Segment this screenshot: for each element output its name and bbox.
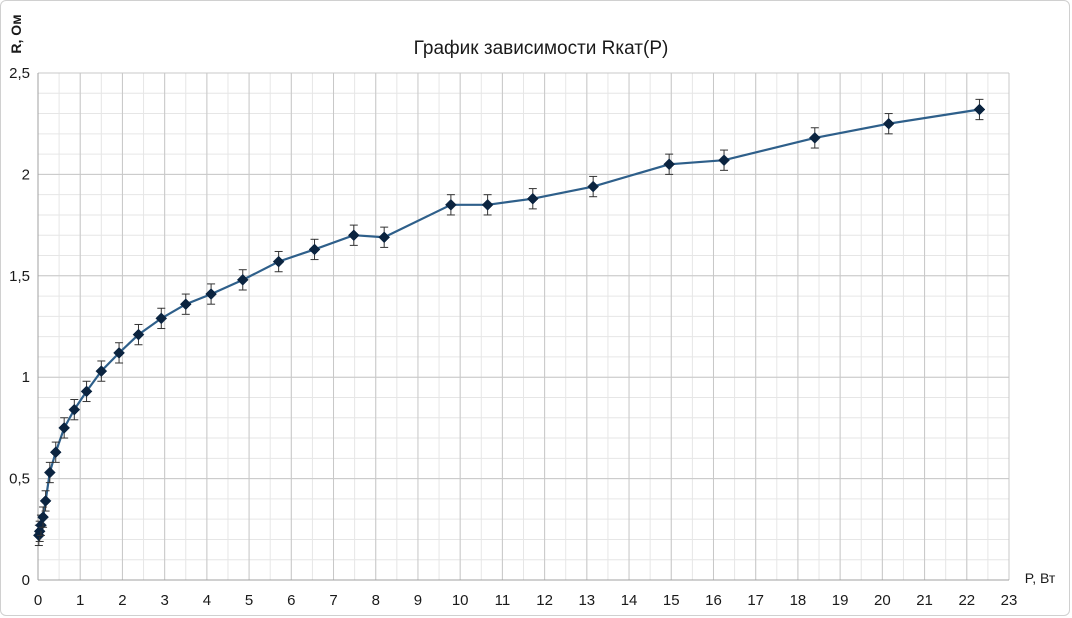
data-point — [37, 511, 49, 523]
data-point — [347, 229, 360, 242]
data-point — [113, 347, 125, 359]
data-point — [718, 154, 730, 167]
data-point — [236, 274, 249, 286]
data-point — [68, 403, 81, 416]
data-point — [308, 243, 321, 256]
x-tick-label: 2 — [118, 592, 126, 609]
series-line — [37, 108, 980, 536]
y-axis-label: R, Ом — [8, 14, 24, 53]
x-tick-label: 19 — [832, 592, 849, 609]
x-tick-label: 18 — [790, 592, 807, 609]
x-tick-label: 21 — [916, 592, 933, 609]
x-tick-label: 8 — [372, 592, 380, 609]
minor-grid — [38, 73, 1009, 580]
chart-title: График зависимости Rкат(P) — [414, 38, 669, 59]
x-tick-label: 5 — [245, 592, 253, 609]
x-axis-label: P, Вт — [1025, 570, 1056, 586]
x-tick-label: 20 — [874, 592, 891, 609]
data-point — [58, 422, 71, 434]
data-point — [43, 466, 56, 479]
y-tick-label: 2 — [22, 166, 30, 183]
x-tick-label: 14 — [621, 592, 638, 609]
data-point — [35, 519, 47, 532]
y-tick-label: 1 — [22, 369, 30, 386]
data-point — [272, 255, 285, 268]
x-tick-labels: 0 1 2 3 4 5 6 7 8 9 10 11 12 13 14 15 16 17 18 19 20 21 22 23 — [34, 592, 1018, 609]
y-tick-labels: 0 0,5 1 1,5 2 2,5 — [9, 65, 30, 589]
data-point — [882, 117, 895, 130]
data-point — [155, 312, 168, 325]
y-tick-label: 0,5 — [9, 471, 30, 488]
axes — [37, 73, 1009, 581]
x-tick-label: 10 — [452, 592, 469, 609]
data-point — [973, 103, 986, 116]
data-point — [445, 198, 457, 211]
y-tick-label: 0 — [22, 572, 30, 589]
data-point — [49, 446, 62, 459]
x-tick-label: 4 — [203, 592, 211, 609]
x-tick-label: 0 — [34, 592, 42, 609]
data-point — [481, 198, 494, 211]
data-point — [808, 132, 821, 144]
data-point — [663, 158, 676, 171]
x-tick-label: 6 — [287, 592, 295, 609]
data-point — [179, 298, 192, 311]
x-tick-label: 17 — [747, 592, 764, 609]
x-tick-label: 7 — [329, 592, 337, 609]
x-tick-label: 23 — [1001, 592, 1018, 609]
data-point — [39, 495, 52, 507]
x-tick-label: 3 — [160, 592, 168, 609]
data-point — [95, 365, 108, 377]
x-tick-label: 13 — [578, 592, 595, 609]
x-tick-label: 16 — [705, 592, 722, 609]
x-tick-label: 1 — [76, 592, 84, 609]
data-point — [132, 328, 145, 341]
x-tick-label: 22 — [958, 592, 975, 609]
y-tick-label: 1,5 — [9, 268, 30, 285]
data-point — [80, 385, 93, 398]
x-tick-label: 11 — [495, 592, 511, 609]
x-tick-label: 12 — [536, 592, 553, 609]
data-point — [205, 288, 217, 300]
data-point — [587, 180, 600, 193]
series-layer — [32, 98, 986, 547]
x-tick-label: 15 — [663, 592, 680, 609]
data-point — [526, 192, 539, 205]
x-tick-label: 9 — [414, 592, 422, 609]
data-point — [378, 231, 391, 244]
y-tick-label: 2,5 — [9, 65, 30, 82]
